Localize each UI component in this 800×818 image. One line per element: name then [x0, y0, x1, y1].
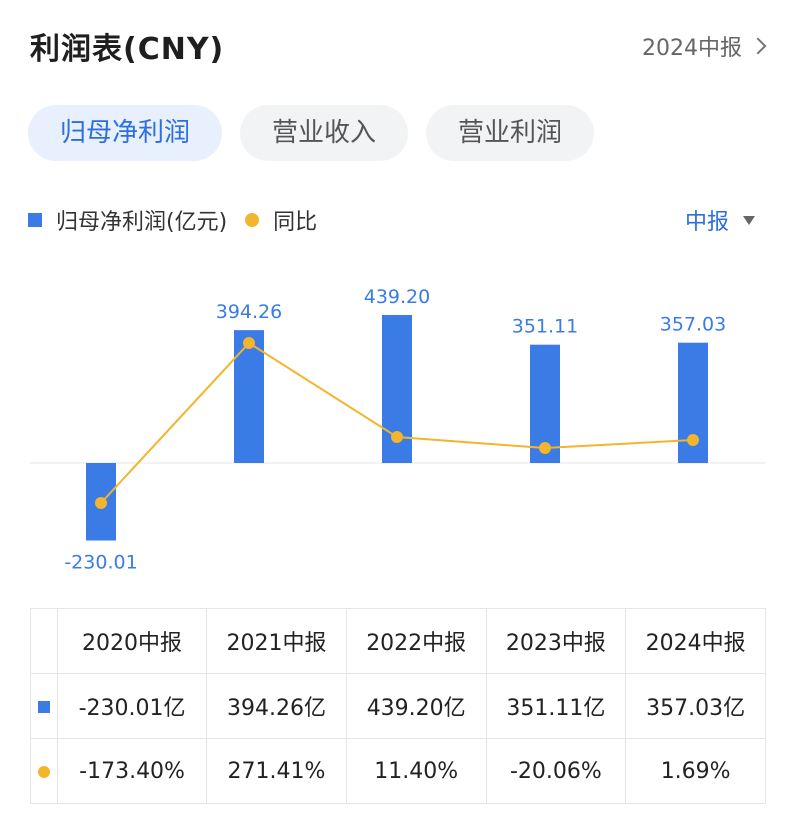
table-header-cell: 2022中报 [345, 608, 487, 674]
table-cell: -230.01亿 [56, 673, 208, 739]
yoy-row-marker [30, 738, 58, 804]
yoy-point[interactable] [539, 442, 551, 454]
bar-value-label: 439.20 [364, 286, 430, 308]
legend-line-label: 同比 [273, 210, 318, 235]
table-cell: 394.26亿 [206, 673, 347, 739]
dot-icon [38, 765, 50, 778]
legend-line-swatch [245, 213, 260, 227]
table-cell: -20.06% [485, 738, 627, 804]
header: 利润表(CNY) 2024中报 [30, 22, 770, 70]
chevron-right-icon [749, 37, 767, 55]
table-header-row: 2020中报 2021中报 2022中报 2023中报 2024中报 [30, 608, 766, 674]
table-cell: -173.40% [56, 738, 208, 804]
yoy-point[interactable] [243, 337, 255, 349]
legend-bar-swatch [28, 213, 42, 227]
table-header-cell: 2024中报 [625, 608, 766, 674]
legend-bar-label: 归母净利润(亿元) [56, 210, 228, 235]
table-row-profit: -230.01亿 394.26亿 439.20亿 351.11亿 357.03亿 [30, 673, 766, 739]
table-header-cell: 2023中报 [485, 608, 627, 674]
frequency-selector-label: 中报 [684, 210, 729, 235]
profit-chart: -230.01 394.26 439.20 351.11 357.03 [30, 286, 766, 574]
yoy-point[interactable] [687, 434, 699, 446]
chart-legend: 归母净利润(亿元) 同比 [28, 204, 335, 236]
legend-item-line[interactable]: 同比 [245, 204, 317, 236]
page-title: 利润表(CNY) [30, 32, 225, 67]
bar-value-label: 351.11 [512, 316, 578, 338]
tab-operating-profit[interactable]: 营业利润 [426, 105, 595, 161]
table-cell: 439.20亿 [345, 673, 487, 739]
table-row-yoy: -173.40% 271.41% 11.40% -20.06% 1.69% [30, 738, 766, 804]
table-cell: 351.11亿 [485, 673, 627, 739]
frequency-selector[interactable]: 中报 [685, 204, 755, 236]
table-cell: 271.41% [206, 738, 347, 804]
caret-down-icon [743, 215, 755, 225]
period-selector-label: 2024中报 [642, 36, 742, 61]
bar[interactable] [234, 330, 264, 463]
table-cell: 1.69% [625, 738, 766, 804]
profit-row-marker [30, 673, 58, 739]
bar-value-label: -230.01 [64, 552, 137, 574]
metric-tabs: 归母净利润 营业收入 营业利润 [28, 105, 595, 161]
bar-value-label: 394.26 [216, 301, 282, 323]
table-cell: 11.40% [345, 738, 487, 804]
bar-square-icon [38, 700, 50, 713]
table-corner-cell [30, 608, 58, 674]
data-table: 2020中报 2021中报 2022中报 2023中报 2024中报 -230.… [30, 608, 766, 804]
table-cell: 357.03亿 [625, 673, 766, 739]
bar-value-label: 357.03 [660, 314, 726, 336]
tab-net-profit[interactable]: 归母净利润 [28, 105, 223, 161]
table-header-cell: 2020中报 [56, 608, 208, 674]
tab-revenue[interactable]: 营业收入 [240, 105, 409, 161]
legend-item-bar[interactable]: 归母净利润(亿元) [28, 204, 227, 236]
yoy-point[interactable] [391, 431, 403, 443]
yoy-point[interactable] [95, 497, 107, 509]
table-header-cell: 2021中报 [206, 608, 347, 674]
period-selector[interactable]: 2024中报 [642, 30, 770, 62]
